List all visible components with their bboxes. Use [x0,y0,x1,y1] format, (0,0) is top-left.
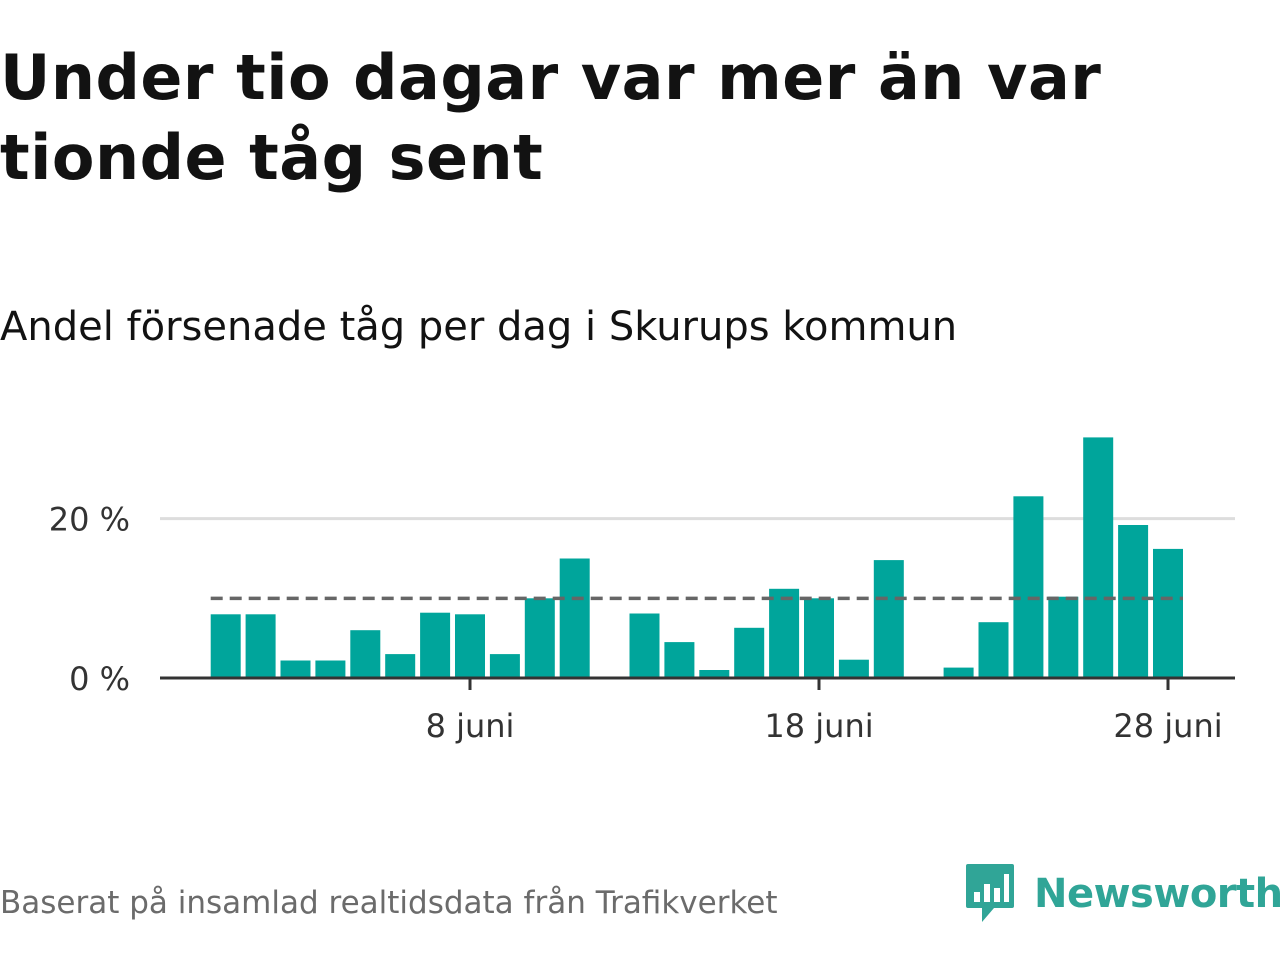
bar-chart: 0 % 20 % 8 juni 18 juni 28 juni [49,437,1235,745]
y-tick-label: 0 % [69,660,130,698]
bar [524,598,555,678]
chart-title: Under tio dagar var mer än var tionde tå… [0,41,1102,194]
bar [1048,596,1079,678]
bar [699,670,730,678]
bar [1153,548,1183,678]
bar [943,667,974,678]
bar [245,614,276,678]
bar [838,659,869,678]
bar [420,612,451,678]
x-tick-label: 18 juni [764,707,873,745]
bar [769,588,800,678]
newsworthy-logo: Newsworthy [964,862,1280,926]
bars [210,437,1183,678]
bar [1083,437,1114,678]
bar [210,614,241,678]
bar [873,560,904,678]
bar [455,614,485,678]
bar [629,613,660,678]
bar [559,558,590,678]
logo-text: Newsworthy [1034,871,1280,917]
x-tick-label: 28 juni [1113,707,1222,745]
x-tick-label: 8 juni [426,707,515,745]
bar [385,654,416,678]
axes: 0 % 20 % 8 juni 18 juni 28 juni [49,501,1235,745]
newsworthy-logo-icon [966,864,1014,922]
bar [664,642,695,678]
bar [1013,496,1044,678]
bar [280,660,311,678]
y-tick-label: 20 % [49,501,130,539]
source-note: Baserat på insamlad realtidsdata från Tr… [0,885,778,921]
bar [315,660,346,678]
bar [350,630,381,678]
bar [804,598,834,678]
bar [734,627,765,678]
chart-subtitle: Andel försenade tåg per dag i Skurups ko… [0,304,958,350]
bar [489,654,520,678]
bar [1118,525,1149,678]
bar [978,622,1009,678]
